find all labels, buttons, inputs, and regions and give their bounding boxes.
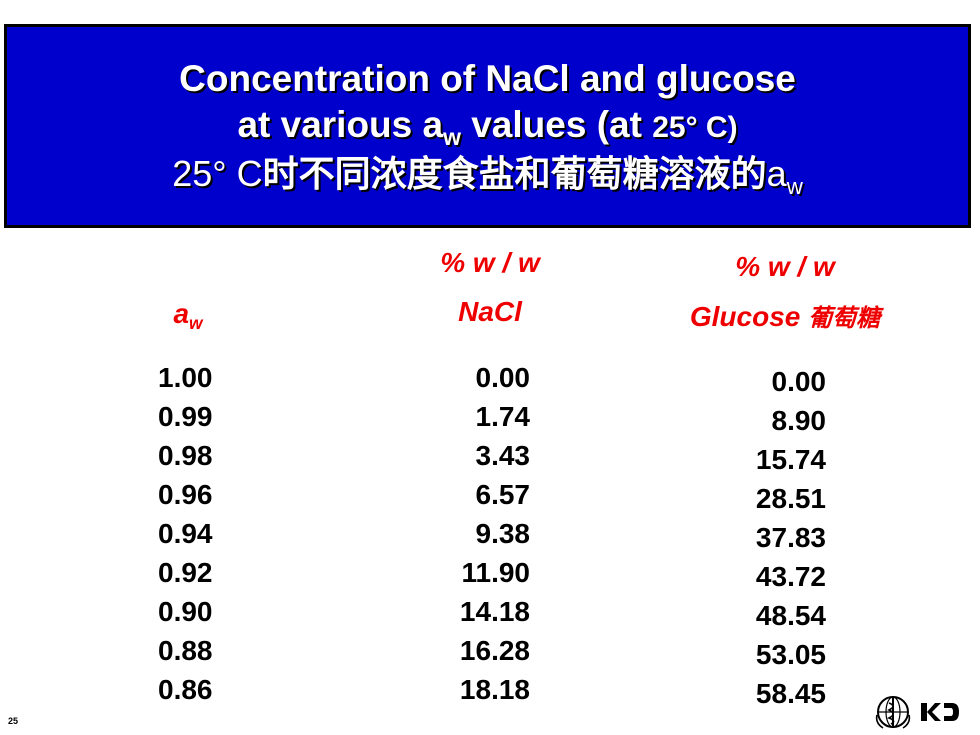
aw-cell: 1.00 [158,362,213,393]
glucose-cell: 37.83 [755,522,826,553]
title-line-3-sub: w [786,173,803,199]
glucose-cell: 58.45 [755,678,826,709]
aw-cell: 0.92 [158,557,213,588]
title-line-2-prefix: at various a [237,104,444,145]
aw-cell: 0.90 [158,596,213,627]
nacl-cell: 16.28 [459,635,530,666]
kcd-logo-icon [921,703,959,721]
aw-cell: 0.99 [158,401,213,432]
nacl-cell: 0.00 [475,362,531,393]
glucose-cell: 43.72 [755,561,826,592]
aw-cell: 0.94 [158,518,213,549]
title-line-3-text: 时不同浓度食盐和葡萄糖溶液的 [262,153,767,195]
title-line-3-a: a [766,153,787,194]
nacl-cell: 6.57 [475,479,531,510]
nacl-column: 0.00 1.74 3.43 6.57 9.38 11.90 14.18 16.… [450,358,530,709]
glucose-cell: 28.51 [755,483,826,514]
header-aw-sub: w [189,313,203,334]
glucose-cell: 48.54 [755,600,826,631]
page-number: 25 [8,716,19,726]
aw-column: 1.00 0.99 0.98 0.96 0.94 0.92 0.90 0.88 … [158,358,213,709]
nacl-cell: 11.90 [461,557,530,588]
aw-cell: 0.98 [158,440,213,471]
title-line-2-mid: values (at [460,104,653,145]
header-glucose-cn: 葡萄糖 [808,303,881,332]
title-banner: Concentration of NaCl and glucose at var… [4,24,971,228]
header-glucose-label: Glucose 葡萄糖 [635,298,935,333]
aw-cell: 0.86 [158,674,213,705]
glucose-cell: 15.74 [755,444,826,475]
glucose-cell: 53.05 [755,639,826,670]
header-glucose-unit: % w / w [735,251,835,282]
glucose-column: 0.00 8.90 15.74 28.51 37.83 43.72 48.54 … [744,362,826,713]
title-line-3: 25° C时不同浓度食盐和葡萄糖溶液的aw [7,150,968,198]
header-nacl-label: NaCl [458,296,522,327]
title-line-2: at various aw values (at 25° C) [7,103,968,150]
nacl-cell: 1.74 [475,401,531,432]
title-line-2-temp: 25° C) [652,111,738,144]
nacl-cell: 3.43 [475,440,531,471]
header-nacl-unit: % w / w [440,247,540,278]
nacl-cell: 14.18 [459,596,530,627]
nacl-cell: 9.38 [475,518,531,549]
header-aw-main: a [173,298,190,329]
aw-cell: 0.96 [158,479,213,510]
who-emblem-icon [875,696,911,729]
title-line-1: Concentration of NaCl and glucose [179,58,796,99]
nacl-cell: 18.18 [459,674,530,705]
glucose-cell: 8.90 [771,405,827,436]
glucose-cell: 0.00 [771,366,827,397]
header-glucose-text: Glucose [689,301,801,332]
title-line-3-temp: 25° C [172,153,263,194]
aw-cell: 0.88 [158,635,213,666]
header-aw: aw [138,298,238,334]
title-line-2-sub: w [443,124,461,151]
